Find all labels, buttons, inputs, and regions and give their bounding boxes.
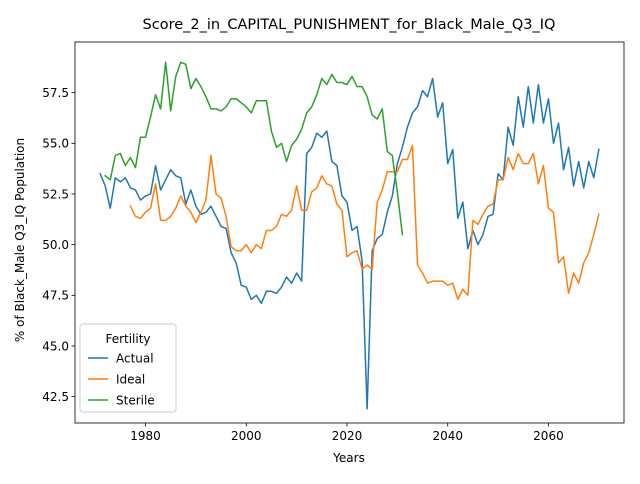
x-tick-label: 2040 (432, 429, 463, 443)
x-axis-label: Years (332, 451, 365, 465)
legend-label-sterile: Sterile (116, 394, 155, 408)
legend-entries: Actual Ideal Sterile (88, 352, 155, 408)
y-axis: 42.5 45.0 47.5 50.0 52.5 55.0 57.5 (42, 86, 75, 404)
y-tick-label: 47.5 (42, 289, 69, 303)
y-tick-label: 45.0 (42, 339, 69, 353)
x-tick-label: 2020 (332, 429, 363, 443)
axes-frame (74, 41, 625, 424)
y-tick-label: 55.0 (42, 137, 69, 151)
series-line-sterile (104, 61, 404, 236)
x-tick-label: 1980 (130, 429, 161, 443)
series-line-actual (99, 77, 600, 410)
legend-label-ideal: Ideal (116, 373, 145, 387)
legend-label-actual: Actual (116, 352, 154, 366)
x-axis: 1980 2000 2020 2040 2060 (130, 423, 564, 443)
chart-title: Score_2_in_CAPITAL_PUNISHMENT_for_Black_… (143, 17, 556, 33)
y-axis-label: % of Black_Male Q3_IQ Population (13, 138, 27, 342)
series-line-ideal (129, 144, 600, 301)
plot-area (74, 41, 625, 424)
legend-box (79, 323, 177, 413)
y-tick-label: 57.5 (42, 86, 69, 100)
legend-title: Fertility (105, 332, 150, 346)
y-tick-label: 42.5 (42, 390, 69, 404)
y-tick-label: 52.5 (42, 187, 69, 201)
legend: Fertility Actual Ideal Sterile (79, 323, 177, 413)
x-tick-label: 2000 (231, 429, 262, 443)
y-tick-label: 50.0 (42, 238, 69, 252)
x-tick-label: 2060 (533, 429, 564, 443)
